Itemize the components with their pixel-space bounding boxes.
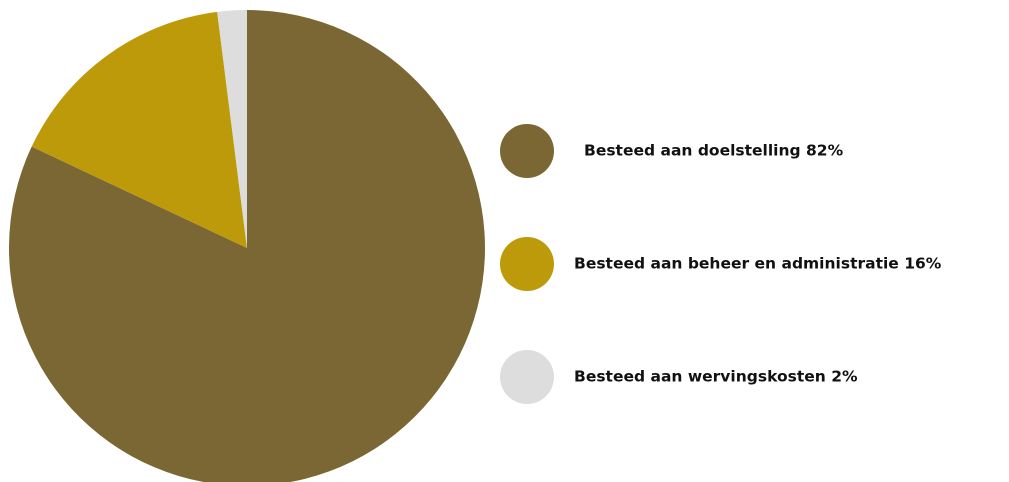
pie-slices: [9, 10, 485, 482]
legend: Besteed aan doelstelling 82% Besteed aan …: [500, 124, 942, 404]
legend-label-2: Besteed aan wervingskosten 2%: [574, 368, 858, 386]
legend-swatch-0: [500, 124, 554, 178]
pie-slice-0: [9, 10, 485, 482]
pie-slice-1: [31, 11, 248, 248]
pie-slice-2: [217, 10, 247, 248]
legend-swatch-2: [500, 350, 554, 404]
legend-label-1: Besteed aan beheer en administratie 16%: [574, 255, 942, 273]
legend-swatch-1: [500, 237, 554, 291]
legend-label-0: Besteed aan doelstelling 82%: [584, 142, 844, 160]
